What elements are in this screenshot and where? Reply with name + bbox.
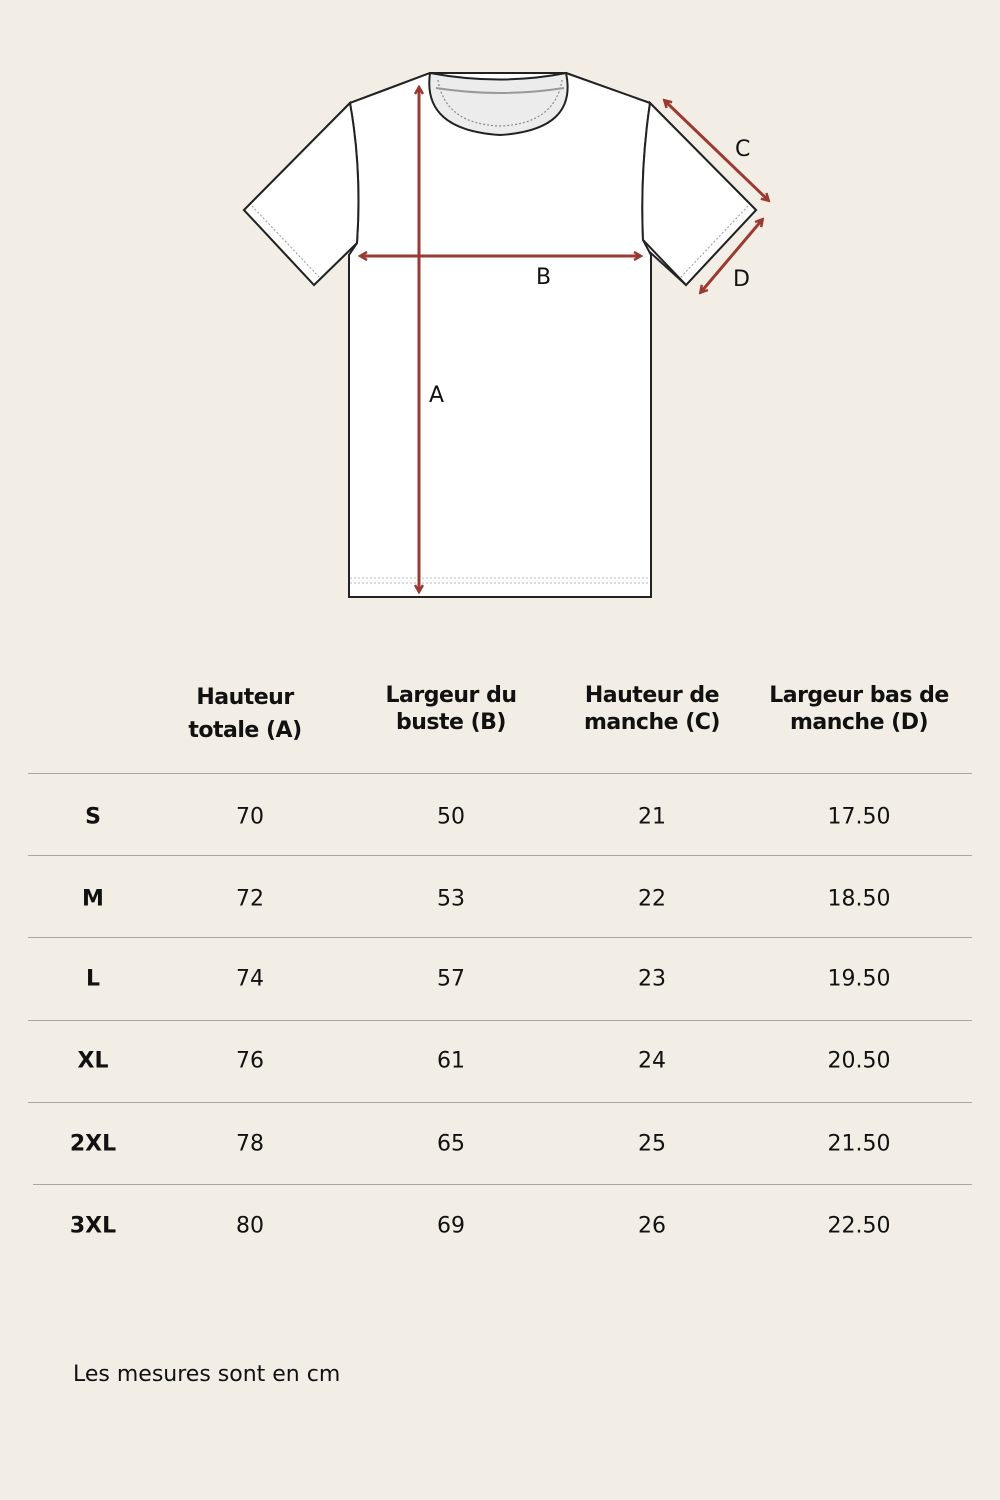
measurement-cell: 61	[437, 1048, 465, 1074]
label-d: D	[733, 267, 750, 292]
measurement-cell: 20.50	[827, 1048, 891, 1074]
measurement-cell: 17.50	[827, 804, 891, 830]
measurement-cell: 78	[236, 1131, 264, 1157]
measurement-cell: 50	[437, 804, 465, 830]
arrow-d	[701, 220, 762, 292]
header-line: Hauteur	[196, 685, 294, 710]
measurement-cell: 74	[236, 966, 264, 992]
header-line: totale (A)	[188, 718, 302, 743]
units-note: Les mesures sont en cm	[73, 1362, 341, 1387]
header-line: Largeur bas de	[769, 683, 949, 708]
header-line: manche (D)	[789, 710, 929, 735]
row-divider	[28, 1020, 972, 1021]
measurement-cell: 21.50	[827, 1131, 891, 1157]
row-divider	[28, 773, 972, 774]
measurement-cell: 72	[236, 886, 264, 912]
header-total-height: Hauteur totale (A)	[155, 684, 335, 744]
measurement-cell: 65	[437, 1131, 465, 1157]
size-label: M	[82, 886, 104, 912]
size-label: L	[85, 966, 101, 992]
measurement-cell: 23	[638, 966, 666, 992]
row-divider	[28, 937, 972, 938]
label-a: A	[429, 383, 444, 408]
measurement-cell: 57	[437, 966, 465, 992]
header-sleeve-length: Hauteur de manche (C)	[562, 682, 742, 736]
row-divider	[28, 855, 972, 856]
measurement-cell: 25	[638, 1131, 666, 1157]
header-line: Hauteur de	[584, 683, 720, 708]
row-divider	[28, 1102, 972, 1103]
tshirt-diagram: A B C D	[242, 71, 1000, 598]
measurement-cell: 22.50	[827, 1213, 891, 1239]
row-divider	[33, 1184, 972, 1185]
label-c: C	[735, 137, 750, 162]
size-label: XL	[77, 1048, 109, 1074]
measurement-cell: 69	[437, 1213, 465, 1239]
measurement-cell: 19.50	[827, 966, 891, 992]
measurement-cell: 18.50	[827, 886, 891, 912]
measurement-cell: 80	[236, 1213, 264, 1239]
header-line: Largeur du	[385, 683, 517, 708]
size-label: 2XL	[69, 1131, 117, 1157]
header-sleeve-width: Largeur bas de manche (D)	[759, 682, 959, 736]
header-line: manche (C)	[584, 710, 720, 735]
label-b: B	[536, 265, 551, 290]
measurement-cell: 70	[236, 804, 264, 830]
measurement-cell: 76	[236, 1048, 264, 1074]
measurement-cell: 53	[437, 886, 465, 912]
measurement-cell: 26	[638, 1213, 666, 1239]
size-label: S	[85, 804, 101, 830]
tshirt-outline	[242, 71, 758, 598]
header-line: buste (B)	[396, 710, 506, 735]
measurement-cell: 22	[638, 886, 666, 912]
header-chest-width: Largeur du buste (B)	[361, 682, 541, 736]
measurement-cell: 21	[638, 804, 666, 830]
arrow-c	[665, 101, 768, 200]
measurement-cell: 24	[638, 1048, 666, 1074]
size-label: 3XL	[69, 1213, 117, 1239]
